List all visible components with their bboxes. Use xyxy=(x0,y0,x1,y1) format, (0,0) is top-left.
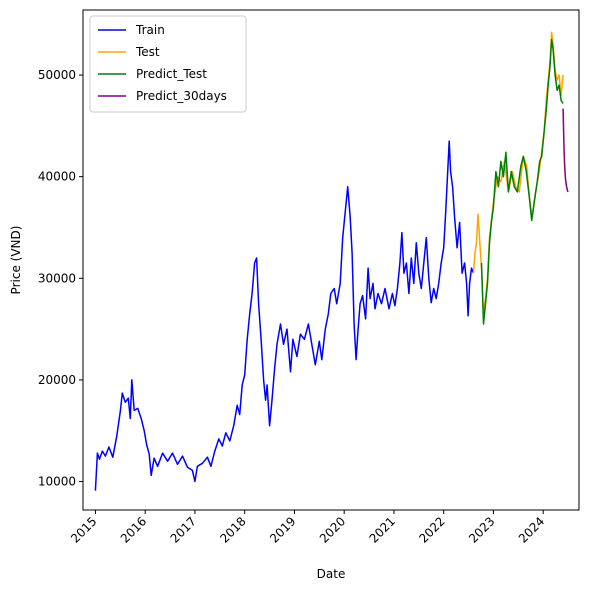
series-line-predict-test xyxy=(480,38,564,325)
y-tick-label: 40000 xyxy=(38,170,76,184)
y-tick-label: 10000 xyxy=(38,475,76,489)
legend-box xyxy=(89,15,247,113)
y-tick-label: 30000 xyxy=(38,271,76,285)
series-layer xyxy=(94,31,569,491)
y-axis: 10000 20000 30000 40000 50000 xyxy=(38,68,83,489)
y-tick-label: 50000 xyxy=(38,68,76,82)
series-line-train xyxy=(94,140,475,491)
legend-label-train: Train xyxy=(135,23,165,37)
x-axis-label: Date xyxy=(317,567,346,581)
legend-label-predict-test: Predict_Test xyxy=(136,67,207,81)
legend: Train Test Predict_Test Predict_30days xyxy=(89,15,247,113)
plot-frame xyxy=(82,9,580,511)
y-tick-label: 20000 xyxy=(38,373,76,387)
series-line-predict-30days xyxy=(562,108,569,193)
y-axis-label: Price (VND) xyxy=(9,226,23,295)
legend-label-test: Test xyxy=(135,45,160,59)
legend-label-predict-30days: Predict_30days xyxy=(136,89,227,103)
